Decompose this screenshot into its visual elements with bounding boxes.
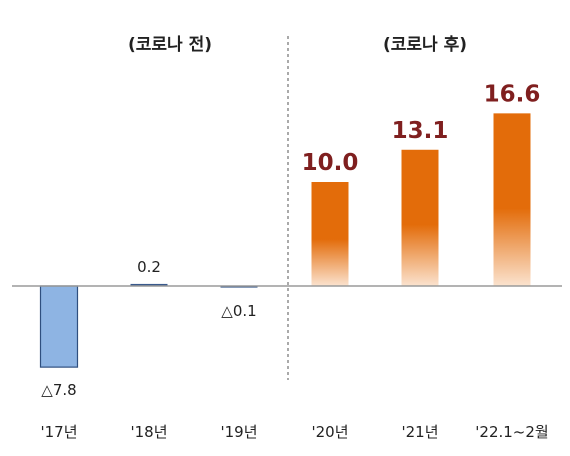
bar-1 xyxy=(39,285,79,368)
data-label-4: 10.0 xyxy=(302,150,359,176)
category-label-1: '17년 xyxy=(40,423,77,441)
data-label-6: 16.6 xyxy=(484,81,541,107)
bar-5 xyxy=(401,149,439,286)
section-title-after-covid: (코로나 후) xyxy=(382,35,468,55)
bar-6 xyxy=(493,113,531,286)
category-label-6: '22.1~2월 xyxy=(475,423,548,441)
data-label-3: △0.1 xyxy=(221,302,256,320)
category-label-2: '18년 xyxy=(130,423,167,441)
category-label-4: '20년 xyxy=(311,423,348,441)
section-title-before-covid: (코로나 전) xyxy=(127,35,213,55)
bar-2 xyxy=(130,283,168,286)
data-label-5: 13.1 xyxy=(392,118,449,144)
category-label-3: '19년 xyxy=(220,423,257,441)
bar-4 xyxy=(311,182,349,286)
data-label-1: △7.8 xyxy=(41,381,76,399)
data-label-2: 0.2 xyxy=(137,258,161,276)
bar-3 xyxy=(220,286,258,288)
category-label-5: '21년 xyxy=(401,423,438,441)
